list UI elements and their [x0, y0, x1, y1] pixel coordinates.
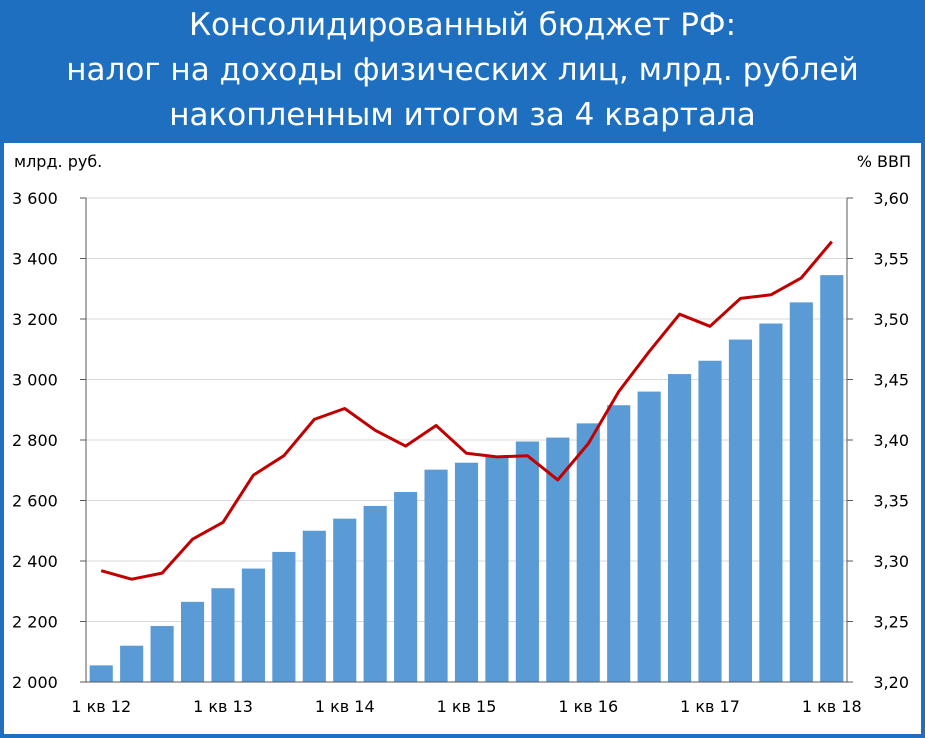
chart-svg: млрд. руб. % ВВП 2 000 3,20 2 200 3,25 2 400…: [12, 152, 911, 716]
right-tick-label: 3,35: [873, 492, 909, 511]
left-tick-label: 2 800: [12, 431, 58, 450]
right-tick-label: 3,60: [873, 189, 909, 208]
right-tick-label: 3,25: [873, 613, 909, 632]
bar: [333, 518, 357, 682]
right-tick-label: 3,50: [873, 310, 909, 329]
bar: [394, 492, 418, 682]
bar: [454, 462, 479, 682]
axes: [80, 197, 853, 683]
bar: [820, 275, 844, 682]
right-tick-label: 3,30: [873, 552, 909, 571]
bar-series: [89, 275, 844, 682]
line-series: [100, 240, 833, 581]
right-tick-label: 3,20: [873, 673, 909, 692]
line-series-path: [100, 240, 833, 581]
bar: [211, 588, 235, 682]
left-axis-unit: млрд. руб.: [14, 152, 102, 171]
left-tick-label: 2 200: [12, 613, 58, 632]
bar: [120, 645, 144, 682]
bar: [546, 437, 570, 682]
chart-title: Консолидированный бюджет РФ: налог на до…: [0, 0, 925, 143]
bar: [241, 568, 265, 682]
bar: [698, 360, 722, 682]
chart-panel: млрд. руб. % ВВП 2 000 3,20 2 200 3,25 2 400…: [4, 143, 921, 734]
bar: [485, 456, 509, 682]
left-tick-label: 3 600: [12, 189, 58, 208]
x-tick-label: 1 кв 12: [71, 697, 131, 716]
bar: [607, 405, 631, 682]
left-tick-label: 3 400: [12, 250, 58, 269]
bar: [424, 469, 448, 682]
right-tick-label: 3,55: [873, 250, 909, 269]
left-tick-label: 3 200: [12, 310, 58, 329]
right-tick-label: 3,40: [873, 431, 909, 450]
bar: [637, 391, 661, 682]
right-axis-unit: % ВВП: [857, 152, 911, 171]
bar: [363, 505, 387, 682]
left-tick-label: 2 400: [12, 552, 58, 571]
x-tick-label: 1 кв 18: [802, 697, 862, 716]
title-line-2: налог на доходы физических лиц, млрд. ру…: [66, 52, 859, 88]
x-tick-label: 1 кв 15: [437, 697, 497, 716]
left-tick-label: 3 000: [12, 371, 58, 390]
x-tick-label: 1 кв 16: [558, 697, 618, 716]
title-line-1: Консолидированный бюджет РФ:: [188, 7, 737, 43]
bar: [789, 302, 813, 682]
bar: [576, 423, 600, 682]
title-line-3: накопленным итогом за 4 квартала: [169, 97, 756, 133]
bar: [668, 374, 692, 682]
tick-labels: 2 000 3,20 2 200 3,25 2 400 3,30 2 600 3,35 2 80…: [12, 189, 909, 716]
bar: [180, 601, 205, 682]
bar: [728, 339, 753, 682]
bar: [150, 626, 174, 682]
left-tick-label: 2 000: [12, 673, 58, 692]
right-tick-label: 3,45: [873, 371, 909, 390]
bar: [89, 665, 113, 682]
x-tick-label: 1 кв 14: [315, 697, 375, 716]
x-tick-label: 1 кв 13: [193, 697, 253, 716]
bar: [302, 530, 326, 682]
bar: [272, 551, 296, 682]
x-tick-label: 1 кв 17: [680, 697, 740, 716]
bar: [759, 323, 783, 682]
bar: [515, 441, 539, 682]
left-tick-label: 2 600: [12, 492, 58, 511]
